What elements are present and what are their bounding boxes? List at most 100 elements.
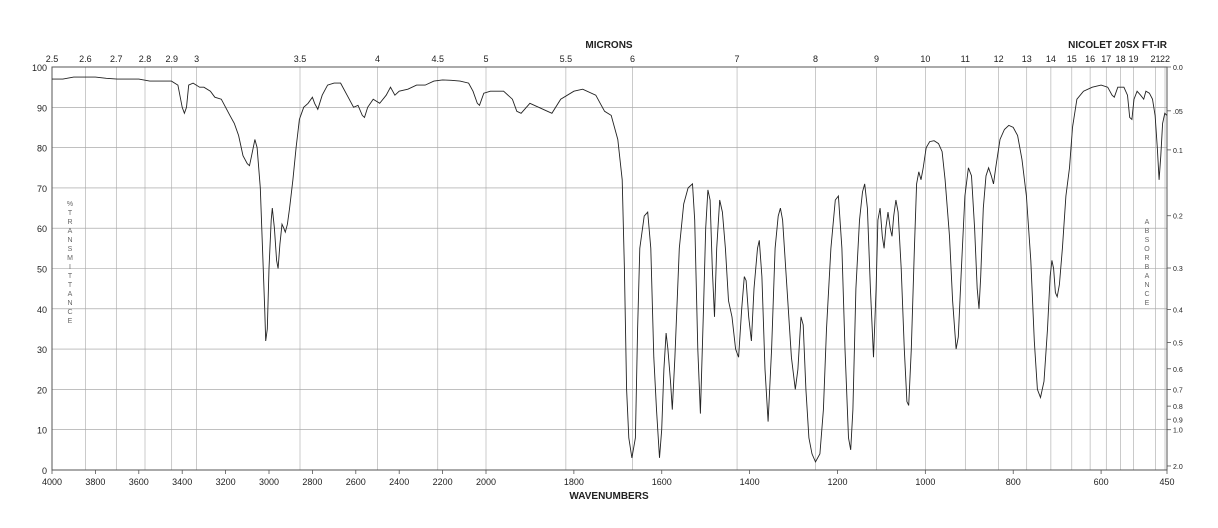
micron-tick-label: 15 bbox=[1067, 54, 1077, 64]
left-axis-title-char: M bbox=[67, 255, 73, 262]
chart-grid bbox=[51, 66, 1171, 474]
x-tick-label: 600 bbox=[1094, 477, 1109, 487]
micron-tick-label: 3.5 bbox=[294, 54, 307, 64]
left-axis-title-char: I bbox=[69, 264, 71, 271]
right-axis-title-char: R bbox=[1144, 255, 1149, 262]
micron-tick-label: 14 bbox=[1046, 54, 1056, 64]
micron-tick-label: 2.6 bbox=[79, 54, 92, 64]
right-axis-title-char: A bbox=[1145, 219, 1150, 226]
left-axis-title-char: % bbox=[67, 201, 73, 208]
micron-tick-label: 22 bbox=[1160, 54, 1170, 64]
x-tick-label: 1000 bbox=[915, 477, 935, 487]
x-tick-label: 4000 bbox=[42, 477, 62, 487]
y-tick-label: 30 bbox=[37, 345, 47, 355]
plot-frame bbox=[51, 66, 1168, 471]
left-axis-title-char: T bbox=[68, 282, 73, 289]
micron-tick-label: 17 bbox=[1101, 54, 1111, 64]
y-tick-label: 0 bbox=[42, 466, 47, 476]
x-tick-label: 3000 bbox=[259, 477, 279, 487]
absorbance-tick-label: 0.0 bbox=[1173, 65, 1183, 72]
x-tick-label: 450 bbox=[1159, 477, 1174, 487]
right-axis-title-char: C bbox=[1144, 291, 1149, 298]
y-tick-label: 20 bbox=[37, 385, 47, 395]
left-axis-title-char: R bbox=[67, 219, 72, 226]
micron-tick-label: 9 bbox=[874, 54, 879, 64]
micron-tick-label: 4 bbox=[375, 54, 380, 64]
x-tick-label: 1600 bbox=[652, 477, 672, 487]
micron-tick-label: 13 bbox=[1022, 54, 1032, 64]
left-axis-title-char: E bbox=[68, 318, 73, 325]
micron-tick-label: 10 bbox=[920, 54, 930, 64]
micron-tick-label: 5 bbox=[483, 54, 488, 64]
right-axis-title-char: A bbox=[1145, 273, 1150, 280]
micron-tick-label: 2.5 bbox=[46, 54, 59, 64]
left-axis-title-char: T bbox=[68, 273, 73, 280]
x-tick-label: 2600 bbox=[346, 477, 366, 487]
absorbance-tick-label: .05 bbox=[1173, 109, 1183, 116]
x-tick-label: 2400 bbox=[389, 477, 409, 487]
micron-tick-label: 19 bbox=[1128, 54, 1138, 64]
micron-tick-label: 11 bbox=[961, 54, 970, 64]
left-axis-title-char: S bbox=[68, 246, 73, 253]
absorbance-tick-label: 0.2 bbox=[1173, 214, 1183, 221]
absorbance-tick-label: 0.4 bbox=[1173, 308, 1183, 315]
y-tick-label: 100 bbox=[32, 63, 47, 73]
y-tick-label: 90 bbox=[37, 103, 47, 113]
absorbance-tick-label: 1.0 bbox=[1173, 428, 1183, 435]
micron-tick-label: 16 bbox=[1085, 54, 1095, 64]
absorbance-tick-label: 0.9 bbox=[1173, 417, 1183, 424]
micron-tick-label: 7 bbox=[735, 54, 740, 64]
micron-tick-label: 21 bbox=[1150, 54, 1160, 64]
y-tick-label: 10 bbox=[37, 426, 47, 436]
left-axis-title-char: N bbox=[67, 237, 72, 244]
micron-tick-label: 2.8 bbox=[139, 54, 152, 64]
x-tick-label: 1400 bbox=[740, 477, 760, 487]
x-tick-label: 3800 bbox=[85, 477, 105, 487]
micron-tick-label: 12 bbox=[994, 54, 1004, 64]
micron-tick-label: 8 bbox=[813, 54, 818, 64]
right-axis-title-char: S bbox=[1145, 237, 1150, 244]
left-axis-title-char: N bbox=[67, 300, 72, 307]
right-axis-title-char: B bbox=[1145, 228, 1150, 235]
absorbance-tick-label: 0.7 bbox=[1173, 388, 1183, 395]
absorbance-tick-label: 0.8 bbox=[1173, 404, 1183, 411]
instrument-label: NICOLET 20SX FT-IR bbox=[1068, 40, 1168, 51]
x-tick-label: 3200 bbox=[216, 477, 236, 487]
x-tick-label: 2800 bbox=[302, 477, 322, 487]
micron-tick-label: 2.9 bbox=[165, 54, 178, 64]
absorbance-tick-label: 0.1 bbox=[1173, 148, 1183, 155]
x-tick-label: 3600 bbox=[129, 477, 149, 487]
left-axis-title-char: C bbox=[67, 309, 72, 316]
left-axis-title-char: A bbox=[68, 228, 73, 235]
x-tick-label: 2200 bbox=[433, 477, 453, 487]
micron-tick-label: 3 bbox=[194, 54, 199, 64]
x-tick-label: 3400 bbox=[172, 477, 192, 487]
y-tick-label: 40 bbox=[37, 305, 47, 315]
y-tick-label: 70 bbox=[37, 184, 47, 194]
x-tick-label: 800 bbox=[1006, 477, 1021, 487]
micron-tick-label: 4.5 bbox=[432, 54, 445, 64]
micron-tick-label: 2.7 bbox=[110, 54, 123, 64]
microns-axis-title: MICRONS bbox=[585, 40, 633, 51]
x-tick-label: 2000 bbox=[476, 477, 496, 487]
spectrum-line bbox=[52, 76, 1168, 463]
absorbance-tick-label: 0.3 bbox=[1173, 266, 1183, 273]
x-tick-label: 1200 bbox=[827, 477, 847, 487]
absorbance-tick-label: 0.5 bbox=[1173, 341, 1183, 348]
y-tick-label: 80 bbox=[37, 144, 47, 154]
left-axis-title-char: T bbox=[68, 210, 73, 217]
absorbance-tick-label: 2.0 bbox=[1173, 464, 1183, 471]
x-tick-label: 1800 bbox=[564, 477, 584, 487]
absorbance-tick-label: 0.6 bbox=[1173, 367, 1183, 374]
micron-tick-label: 6 bbox=[630, 54, 635, 64]
right-axis-title-char: E bbox=[1145, 300, 1150, 307]
right-axis-title-char: O bbox=[1144, 246, 1150, 253]
y-tick-label: 60 bbox=[37, 224, 47, 234]
micron-tick-label: 18 bbox=[1116, 54, 1126, 64]
y-tick-label: 50 bbox=[37, 265, 47, 275]
right-axis-title-char: B bbox=[1145, 264, 1150, 271]
micron-tick-label: 5.5 bbox=[560, 54, 573, 64]
x-axis-title: WAVENUMBERS bbox=[569, 491, 649, 502]
